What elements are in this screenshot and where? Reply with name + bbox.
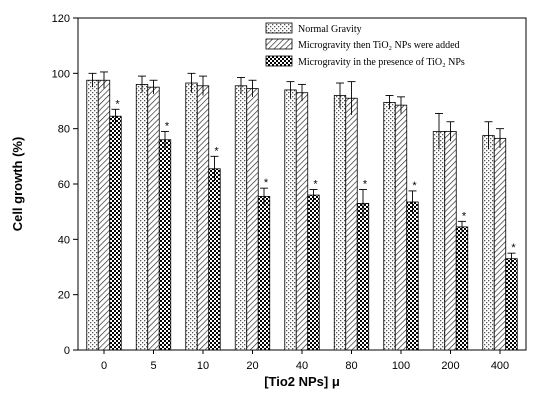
legend-swatch-microgravity-then — [265, 38, 293, 50]
bar-diagonal — [97, 79, 111, 351]
significance-marker: * — [363, 179, 368, 191]
bar-dots — [234, 85, 248, 351]
bar-diagonal — [493, 137, 507, 351]
bar-dots — [333, 95, 347, 351]
x-tick-label: 80 — [345, 360, 357, 372]
legend-label-normal-gravity: Normal Gravity — [298, 24, 362, 35]
bar-checker — [505, 258, 518, 351]
x-axis-title: [Tio2 NPs] μ — [264, 374, 340, 389]
significance-marker: * — [462, 210, 467, 222]
x-tick-label: 400 — [491, 360, 509, 372]
significance-marker: * — [264, 177, 269, 189]
x-tick-label: 40 — [296, 360, 308, 372]
bar-diagonal — [345, 97, 358, 351]
legend-label-microgravity-presence: Microgravity in the presence of TiO₂ NPs — [298, 57, 465, 68]
bar-dots — [185, 82, 198, 351]
bar-checker — [208, 168, 221, 351]
y-tick-label: 120 — [52, 13, 70, 25]
bar-checker — [257, 196, 271, 351]
bar-diagonal — [295, 92, 309, 351]
legend-label-microgravity-then: Microgravity then TiO₂ NPs were added — [298, 40, 460, 51]
bar-diagonal — [196, 85, 210, 351]
legend: Normal Gravity Microgravity then TiO₂ NP… — [265, 22, 465, 68]
significance-marker: * — [214, 145, 219, 157]
x-tick-label: 10 — [197, 360, 209, 372]
bar-checker — [109, 115, 122, 351]
significance-marker: * — [165, 120, 170, 132]
y-tick-label: 0 — [64, 345, 70, 357]
y-tick-label: 20 — [58, 290, 70, 302]
bar-diagonal — [147, 86, 160, 351]
x-tick-label: 5 — [150, 360, 156, 372]
significance-marker: * — [412, 180, 417, 192]
bar-dots — [482, 135, 495, 351]
bar-dots — [135, 84, 149, 351]
x-tick-label: 20 — [246, 360, 258, 372]
y-tick-label: 60 — [58, 179, 70, 191]
y-tick-label: 100 — [52, 68, 70, 80]
bar-checker — [307, 194, 320, 351]
x-axis: 0 5 10 20 40 80 100 200 400 — [101, 350, 509, 372]
bar-checker — [406, 201, 419, 351]
bar-diagonal — [444, 131, 457, 351]
x-tick-label: 200 — [441, 360, 459, 372]
bar-diagonal — [246, 88, 259, 351]
y-axis-title: Cell growth (%) — [10, 137, 25, 232]
y-tick-label: 80 — [58, 124, 70, 136]
significance-marker: * — [313, 179, 318, 191]
y-tick-label: 40 — [58, 234, 70, 246]
legend-swatch-microgravity-presence — [265, 55, 293, 67]
bar-dots — [383, 101, 396, 351]
bar-diagonal — [394, 104, 408, 351]
bar-dots — [86, 79, 99, 351]
bars: * * * * * * * * * — [86, 71, 518, 351]
bar-dots — [432, 131, 446, 351]
significance-marker: * — [115, 98, 120, 110]
bar-checker — [455, 226, 469, 351]
x-tick-label: 100 — [392, 360, 410, 372]
y-axis: 0 20 40 60 80 100 120 — [52, 13, 78, 357]
legend-swatch-normal-gravity — [265, 22, 293, 34]
x-tick-label: 0 — [101, 360, 107, 372]
bar-checker — [158, 139, 172, 351]
bar-dots — [284, 89, 297, 351]
bar-checker — [356, 202, 370, 351]
significance-marker: * — [511, 242, 516, 254]
